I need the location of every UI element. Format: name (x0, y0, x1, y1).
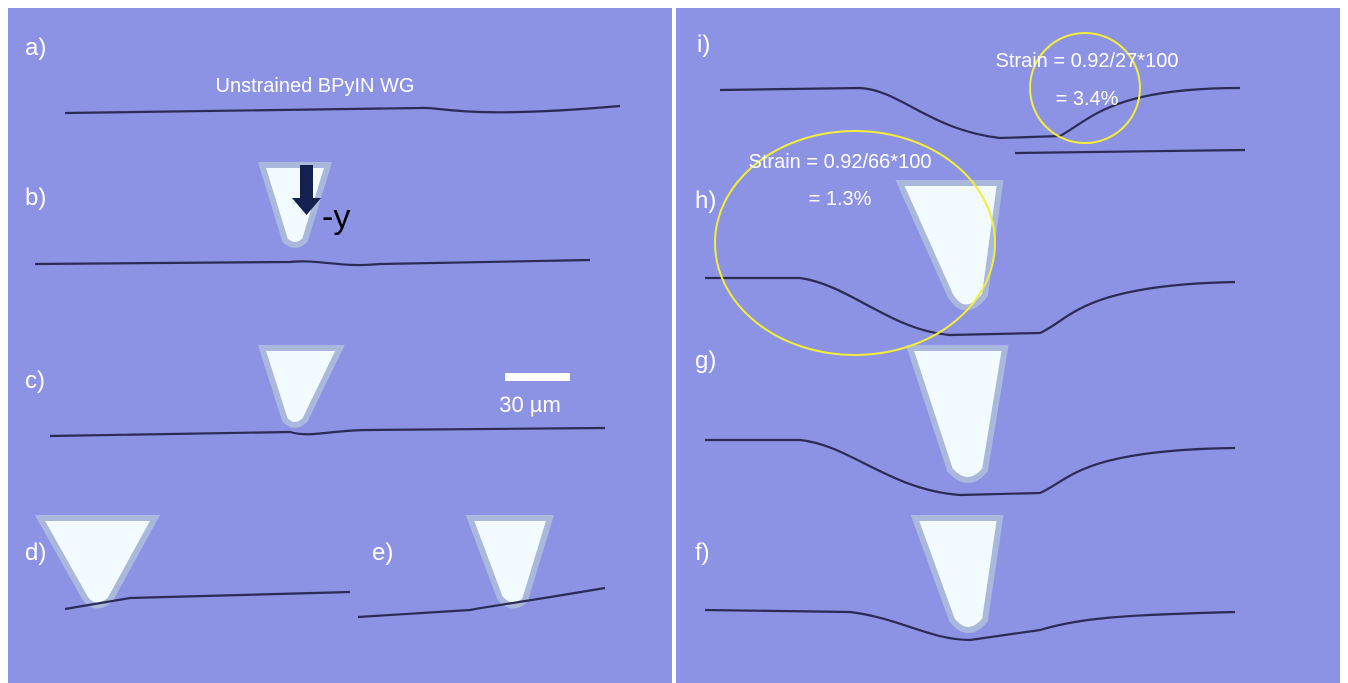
panel-label: h) (695, 187, 716, 214)
panel-b (8, 162, 672, 345)
panel-g (676, 345, 1340, 515)
panel-label: c) (25, 367, 45, 394)
panel-f (676, 515, 1340, 683)
panel-label: i) (697, 31, 710, 58)
strain-text: = 1.3% (809, 188, 872, 210)
panel-label: e) (372, 539, 393, 566)
panel-label: b) (25, 184, 46, 211)
panel-label: d) (25, 539, 46, 566)
annotation: Unstrained BPyIN WG (216, 75, 415, 97)
scale-bar-label: 30 µm (499, 392, 561, 417)
direction-label: -y (322, 198, 350, 236)
panel-label: g) (695, 347, 716, 374)
figure: -y 30 µm Unstrained BPyIN WG Strain = 0.… (0, 0, 1348, 683)
strain-text: = 3.4% (1056, 88, 1119, 110)
direction-arrow (300, 165, 313, 200)
scale-bar (505, 373, 570, 381)
strain-text: Strain = 0.92/27*100 (996, 50, 1179, 72)
panel-c (8, 345, 672, 515)
strain-text: Strain = 0.92/66*100 (749, 151, 932, 173)
panel-label: f) (695, 539, 710, 566)
panel-h (676, 180, 1340, 345)
panel-label: a) (25, 34, 46, 61)
